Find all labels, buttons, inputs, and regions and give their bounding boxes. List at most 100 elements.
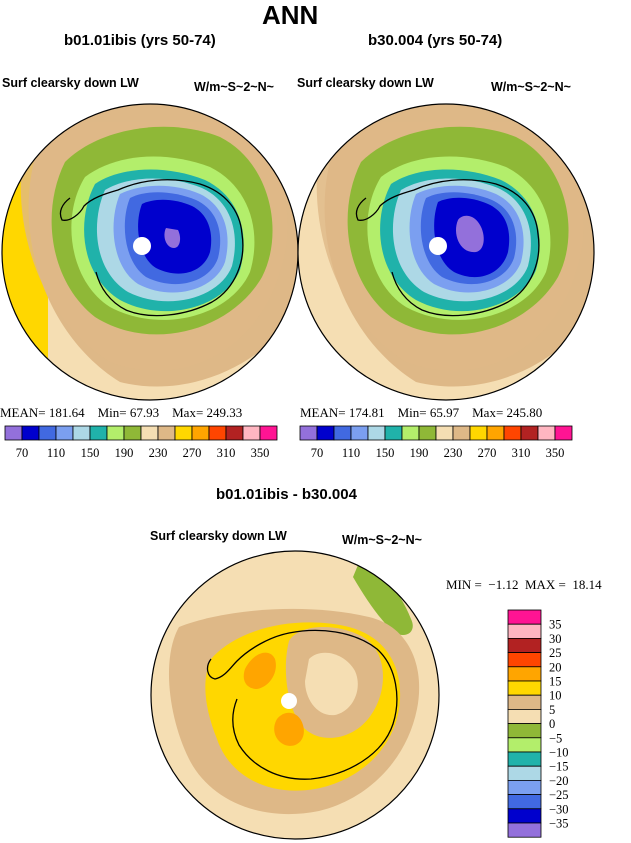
colorbar-swatch	[452, 425, 471, 441]
colorbar-swatch	[507, 637, 542, 653]
colorbar-swatch	[38, 425, 57, 441]
coastline	[206, 629, 398, 780]
colorbar-tick-label: 270	[478, 446, 497, 460]
colorbar-swatch	[469, 425, 488, 441]
colorbar-swatch	[507, 709, 542, 725]
colorbar-swatch	[174, 425, 193, 441]
colorbar-swatch	[191, 425, 210, 441]
colorbar-swatch	[507, 808, 542, 824]
polar-map-2	[297, 103, 595, 401]
polar-map-diff	[150, 550, 440, 840]
colorbar-swatch	[333, 425, 352, 441]
colorbar-swatch	[225, 425, 244, 441]
coastline	[59, 179, 244, 317]
colorbar-swatch	[4, 425, 23, 441]
colorbar-swatch	[55, 425, 74, 441]
mean-value: 174.81	[348, 405, 385, 420]
colorbar-swatch	[507, 822, 542, 838]
panel2-units: W/m~S~2~N~	[491, 80, 571, 94]
colorbar-tick-label: 110	[47, 446, 65, 460]
panel2-stats: MEAN= 174.81 Min= 65.97 Max= 245.80	[300, 405, 542, 421]
colorbar-swatch	[367, 425, 386, 441]
page-title: ANN	[262, 0, 319, 30]
colorbar-tick-label: 230	[444, 446, 463, 460]
colorbar-swatch	[157, 425, 176, 441]
max-label: MAX =	[524, 577, 566, 592]
diff-variable: Surf clearsky down LW	[150, 529, 287, 543]
colorbar-swatch	[507, 737, 542, 753]
colorbar-swatch	[208, 425, 227, 441]
colorbar-tick-label: 110	[342, 446, 360, 460]
pole-mask	[281, 693, 297, 709]
mean-value: 181.64	[48, 405, 85, 420]
colorbar-swatch	[72, 425, 91, 441]
min-label: Min=	[97, 405, 127, 420]
colorbar-swatch	[89, 425, 108, 441]
colorbar-swatch	[507, 680, 542, 696]
colorbar-swatch	[299, 425, 318, 441]
max-value: 249.33	[206, 405, 243, 420]
colorbar-swatch	[507, 779, 542, 795]
colorbar-swatch	[435, 425, 454, 441]
map-boundary	[150, 550, 440, 840]
diff-minmax: MIN = −1.12 MAX = 18.14	[446, 577, 602, 593]
colorbar-swatch	[401, 425, 420, 441]
contour-0-inner	[305, 652, 358, 716]
min-value: 65.97	[429, 405, 460, 420]
colorbar-swatch	[486, 425, 505, 441]
colorbar-swatch	[507, 694, 542, 710]
colorbar-swatch	[507, 765, 542, 781]
colorbar-tick-label: 150	[376, 446, 395, 460]
colorbar-swatch	[106, 425, 125, 441]
colorbar-tick-label: −25	[549, 788, 569, 802]
colorbar-tick-label: 350	[546, 446, 565, 460]
diff-title: b01.01ibis - b30.004	[216, 486, 357, 503]
panel1-variable: Surf clearsky down LW	[2, 76, 139, 90]
colorbar-swatch	[21, 425, 40, 441]
colorbar-swatch	[503, 425, 522, 441]
colorbar-swatch	[537, 425, 556, 441]
contour-15-west	[243, 652, 276, 689]
panel2-case-title: b30.004 (yrs 50-74)	[368, 32, 503, 49]
colorbar-swatch	[259, 425, 278, 441]
colorbar-swatch	[507, 794, 542, 810]
colorbar-swatch	[123, 425, 142, 441]
colorbar-tick-label: −20	[549, 774, 569, 788]
colorbar-swatch	[554, 425, 573, 441]
colorbar-swatch	[507, 666, 542, 682]
mean-label: MEAN=	[300, 405, 346, 420]
panel1-units: W/m~S~2~N~	[194, 80, 274, 94]
colorbar-tick-label: 15	[549, 675, 562, 689]
colorbar-swatch	[507, 623, 542, 639]
colorbar-swatch	[384, 425, 403, 441]
colorbar-swatch	[507, 609, 542, 625]
contour-70	[456, 215, 484, 253]
colorbar-swatch	[418, 425, 437, 441]
colorbar-tick-label: 30	[549, 632, 562, 646]
colorbar-tick-label: 350	[251, 446, 270, 460]
colorbar-tick-label: −5	[549, 731, 562, 745]
max-label: Max=	[172, 405, 204, 420]
min-label: MIN =	[446, 577, 482, 592]
contour-70	[164, 228, 181, 248]
panel1-stats: MEAN= 181.64 Min= 67.93 Max= 249.33	[0, 405, 242, 421]
min-value: 67.93	[129, 405, 160, 420]
colorbar-swatch	[316, 425, 335, 441]
colorbar-swatch	[507, 652, 542, 668]
colorbar-tick-label: 190	[410, 446, 429, 460]
colorbar-tick-label: 230	[149, 446, 168, 460]
colorbar-swatch	[507, 751, 542, 767]
panel1-case-title: b01.01ibis (yrs 50-74)	[64, 32, 216, 49]
colorbar-tick-label: 20	[549, 660, 562, 674]
colorbar-swatch	[140, 425, 159, 441]
colorbar-tick-label: 150	[81, 446, 100, 460]
colorbar-tick-label: 270	[183, 446, 202, 460]
colorbar-tick-label: −15	[549, 760, 569, 774]
colorbar-tick-label: 10	[549, 689, 562, 703]
polar-map-1	[1, 103, 299, 401]
colorbar-tick-label: 310	[512, 446, 531, 460]
colorbar-swatch	[520, 425, 539, 441]
min-value: −1.12	[488, 577, 519, 592]
colorbar-tick-label: −35	[549, 817, 569, 831]
